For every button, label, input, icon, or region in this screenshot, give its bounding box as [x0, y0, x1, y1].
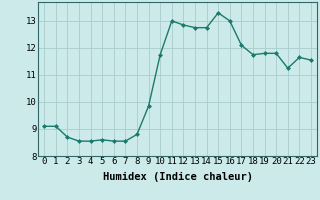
X-axis label: Humidex (Indice chaleur): Humidex (Indice chaleur) — [103, 172, 252, 182]
